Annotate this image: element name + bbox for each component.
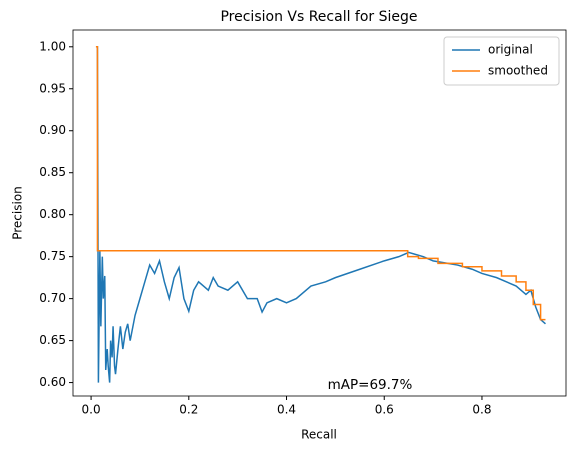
y-tick-label: 0.60 bbox=[39, 375, 66, 389]
y-tick-label: 0.80 bbox=[39, 207, 66, 221]
chart-title: Precision Vs Recall for Siege bbox=[220, 9, 417, 25]
legend-label: original bbox=[488, 43, 533, 57]
annotation: mAP=69.7% bbox=[328, 377, 413, 393]
series-line bbox=[95, 46, 546, 383]
x-tick-label: 0.0 bbox=[82, 403, 101, 417]
y-tick-label: 1.00 bbox=[39, 39, 66, 53]
x-tick-label: 0.2 bbox=[179, 403, 198, 417]
x-tick-label: 0.4 bbox=[277, 403, 296, 417]
y-tick-label: 0.95 bbox=[39, 81, 66, 95]
series-line bbox=[95, 46, 546, 321]
x-tick-label: 0.8 bbox=[472, 403, 491, 417]
y-axis-label: Precision bbox=[11, 186, 25, 240]
legend-label: smoothed bbox=[488, 64, 548, 78]
y-tick-label: 0.85 bbox=[39, 165, 66, 179]
y-tick-label: 0.65 bbox=[39, 333, 66, 347]
y-tick-label: 0.90 bbox=[39, 123, 66, 137]
y-tick-label: 0.70 bbox=[39, 291, 66, 305]
x-axis-label: Recall bbox=[301, 428, 337, 442]
y-tick-label: 0.75 bbox=[39, 249, 66, 263]
legend-box bbox=[443, 36, 560, 86]
plot-frame bbox=[72, 29, 567, 397]
x-tick-label: 0.6 bbox=[375, 403, 394, 417]
